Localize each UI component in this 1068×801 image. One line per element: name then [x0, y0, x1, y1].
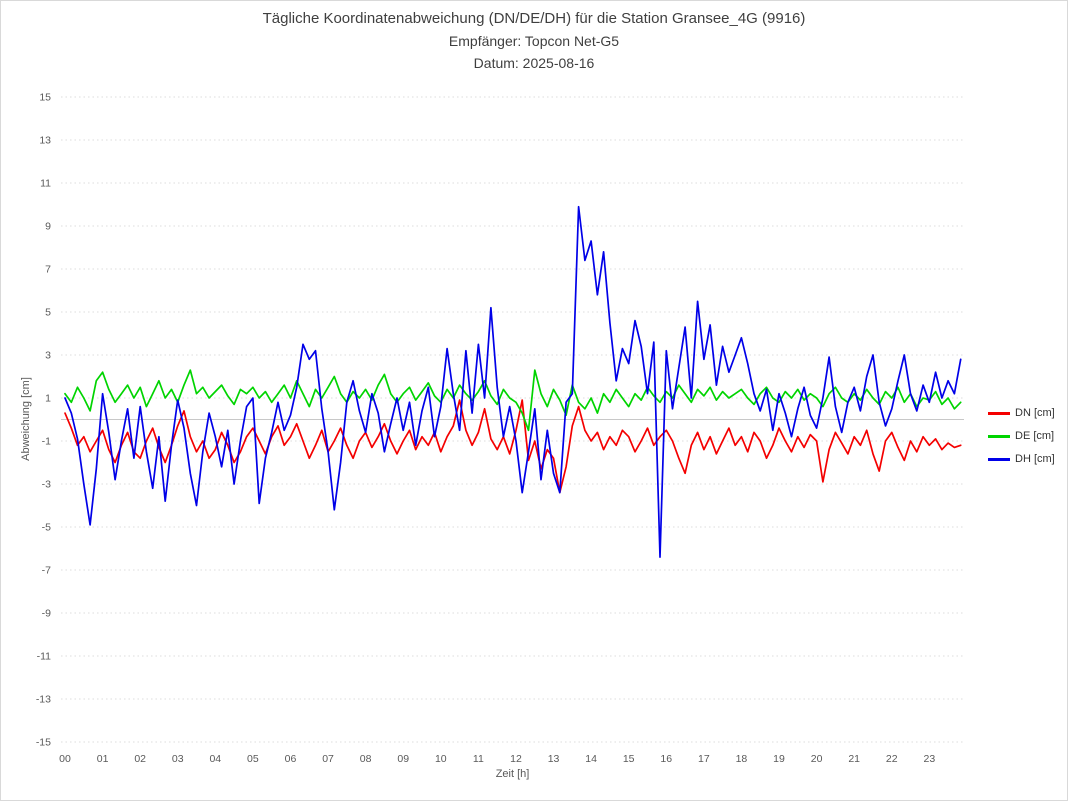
y-tick-label-5: 5	[45, 307, 51, 319]
y-tick-label--9: -9	[42, 608, 51, 620]
x-tick-label-04: 04	[209, 753, 221, 765]
legend-item-dh: DH [cm]	[988, 453, 1055, 465]
x-tick-label-17: 17	[698, 753, 710, 765]
y-tick-label--1: -1	[42, 436, 51, 448]
x-tick-label-09: 09	[397, 753, 409, 765]
y-tick-label-9: 9	[45, 221, 51, 233]
y-tick-label--11: -11	[37, 651, 52, 663]
x-tick-label-13: 13	[548, 753, 560, 765]
legend-label-dn: DN [cm]	[1015, 407, 1055, 419]
x-axis-title: Zeit [h]	[495, 768, 530, 780]
y-tick-label--3: -3	[42, 479, 51, 491]
series-line-de	[64, 369, 962, 432]
legend-line-sample-dn	[988, 411, 1010, 415]
y-tick-label--7: -7	[42, 565, 51, 577]
series-line-dn	[64, 399, 962, 494]
legend-line-sample-de	[988, 434, 1010, 438]
y-axis-title: Abweichung [cm]	[20, 377, 32, 461]
x-tick-label-22: 22	[886, 753, 898, 765]
x-tick-label-10: 10	[435, 753, 447, 765]
legend-line-sample-dh	[988, 457, 1010, 461]
x-tick-label-18: 18	[736, 753, 748, 765]
y-tick-label-3: 3	[45, 350, 51, 362]
legend-item-de: DE [cm]	[988, 430, 1055, 442]
x-tick-label-23: 23	[923, 753, 935, 765]
y-tick-label-1: 1	[45, 393, 51, 405]
y-tick-label--5: -5	[42, 522, 51, 534]
x-tick-label-11: 11	[473, 753, 484, 765]
y-tick-label--13: -13	[36, 694, 51, 706]
y-tick-label-11: 11	[40, 178, 51, 190]
x-tick-label-14: 14	[585, 753, 597, 765]
x-tick-label-12: 12	[510, 753, 522, 765]
x-tick-label-00: 00	[59, 753, 71, 765]
legend: DN [cm] DE [cm] DH [cm]	[988, 407, 1055, 465]
x-tick-label-07: 07	[322, 753, 334, 765]
x-tick-label-08: 08	[360, 753, 372, 765]
legend-item-dn: DN [cm]	[988, 407, 1055, 419]
x-tick-label-20: 20	[811, 753, 823, 765]
x-tick-label-03: 03	[172, 753, 184, 765]
series-line-dh	[64, 205, 962, 558]
y-tick-label-7: 7	[45, 264, 51, 276]
x-tick-label-02: 02	[134, 753, 146, 765]
y-tick-label--15: -15	[36, 737, 51, 749]
legend-label-de: DE [cm]	[1015, 430, 1055, 442]
x-tick-label-16: 16	[660, 753, 672, 765]
x-tick-label-21: 21	[848, 753, 860, 765]
x-tick-label-15: 15	[623, 753, 635, 765]
legend-label-dh: DH [cm]	[1015, 453, 1055, 465]
x-tick-label-06: 06	[285, 753, 297, 765]
x-tick-label-01: 01	[97, 753, 109, 765]
y-tick-label-15: 15	[39, 92, 51, 104]
x-tick-label-05: 05	[247, 753, 259, 765]
x-tick-label-19: 19	[773, 753, 785, 765]
y-tick-label-13: 13	[39, 135, 51, 147]
